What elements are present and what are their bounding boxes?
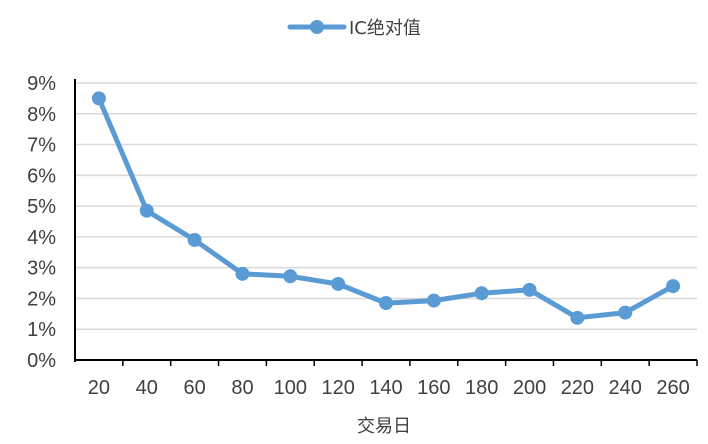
data-point xyxy=(379,296,393,311)
data-point xyxy=(522,282,537,297)
x-tick-label: 20 xyxy=(88,377,110,399)
data-point xyxy=(426,293,441,308)
legend-label: IC绝对值 xyxy=(349,18,421,39)
data-point xyxy=(618,305,633,320)
data-point xyxy=(666,279,681,294)
x-tick-label: 200 xyxy=(513,377,546,399)
x-tick-label: 60 xyxy=(183,377,205,399)
x-tick-label: 40 xyxy=(136,377,158,399)
y-tick-label: 4% xyxy=(27,227,56,249)
data-point xyxy=(91,91,106,106)
y-tick-label: 2% xyxy=(27,288,56,310)
x-tick-label: 100 xyxy=(274,377,307,399)
y-tick-label: 0% xyxy=(27,350,56,372)
y-tick-label: 9% xyxy=(27,73,56,95)
y-tick-label: 3% xyxy=(27,258,56,280)
data-point xyxy=(331,276,346,291)
y-tick-label: 1% xyxy=(27,319,56,341)
data-point xyxy=(474,286,489,301)
x-tick-labels: 20 40 60 80 100 120 140 160 180 200 220 240 260 xyxy=(88,377,690,399)
chart-axes xyxy=(74,79,698,366)
data-point xyxy=(235,266,250,281)
x-tick-label: 120 xyxy=(321,377,354,399)
y-tick-label: 8% xyxy=(27,104,56,126)
x-tick-label: 80 xyxy=(231,377,253,399)
x-tick-label: 160 xyxy=(417,377,450,399)
data-point xyxy=(187,232,202,247)
data-point xyxy=(139,203,154,218)
x-tick-label: 180 xyxy=(465,377,498,399)
y-tick-label: 5% xyxy=(27,196,56,218)
y-gridlines xyxy=(75,82,697,330)
series-line xyxy=(96,95,676,321)
y-tick-label: 6% xyxy=(27,165,56,187)
x-axis-title: 交易日 xyxy=(357,416,411,437)
x-tick-label: 140 xyxy=(369,377,402,399)
chart-legend: IC绝对值 xyxy=(287,18,421,39)
x-tick-label: 260 xyxy=(656,377,689,399)
x-tick-label: 240 xyxy=(609,377,642,399)
y-tick-labels: 0% 1% 2% 3% 4% 5% 6% 7% 8% 9% xyxy=(27,73,56,372)
y-tick-label: 7% xyxy=(27,135,56,157)
legend-marker-swatch xyxy=(310,20,324,34)
x-tick-label: 220 xyxy=(561,377,594,399)
series-ic-abs xyxy=(91,91,681,325)
data-point xyxy=(570,310,585,325)
data-point xyxy=(283,269,298,284)
